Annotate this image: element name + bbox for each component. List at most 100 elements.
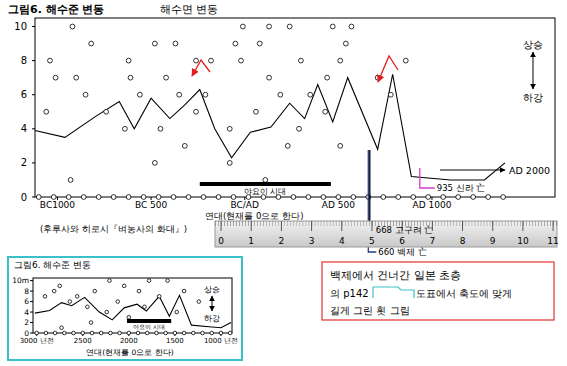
data-point (197, 300, 201, 304)
data-point (36, 195, 41, 200)
data-point (203, 92, 208, 97)
data-point (128, 75, 133, 80)
data-point (157, 295, 161, 299)
period-bar (127, 319, 171, 323)
data-point (233, 41, 238, 46)
period-bar (200, 182, 331, 186)
data-point (105, 310, 109, 314)
y-tick (32, 162, 35, 163)
arrow-label: AD 2000 (509, 165, 550, 176)
ruler-label: 10 (517, 236, 529, 246)
x-tick-label: 3000 년전 (20, 337, 54, 345)
data-point (81, 195, 86, 200)
data-point (90, 331, 94, 335)
data-point (89, 41, 94, 46)
data-point (89, 321, 93, 325)
event-line (370, 150, 374, 230)
inset-box (8, 257, 242, 360)
data-point (48, 58, 53, 63)
chart-title: 그림6. 해수준 변동 (8, 3, 105, 16)
data-point (81, 331, 85, 335)
ruler-label: 9 (490, 236, 496, 246)
data-group (35, 279, 232, 335)
ruler-tick (281, 221, 282, 231)
data-point (257, 41, 262, 46)
data-point (96, 195, 101, 200)
ruler-tick (221, 221, 222, 231)
ruler-tick (462, 221, 463, 231)
plot-frame (35, 18, 555, 197)
ruler-label: 6 (399, 236, 405, 246)
data-point (173, 331, 177, 335)
data-point (136, 331, 140, 335)
data-point (306, 195, 311, 200)
data-point (227, 126, 232, 131)
ruler-label: 1 (248, 236, 254, 246)
data-point (104, 109, 109, 114)
direction-down: 하강 (523, 92, 543, 103)
data-point (137, 92, 142, 97)
data-point (194, 58, 199, 63)
data-point (118, 331, 122, 335)
y-tick-label: 6 (21, 89, 27, 100)
data-point (285, 143, 290, 148)
direction-arrow (212, 296, 213, 311)
ruler-label: 3 (309, 236, 315, 246)
data-point (182, 331, 186, 335)
chart-title: 그림6. 해수준 변동 (14, 260, 91, 270)
red-mark (192, 60, 210, 76)
data-point (122, 284, 126, 288)
data-point (126, 195, 131, 200)
data-point (70, 24, 75, 29)
ruler-label: 7 (429, 236, 435, 246)
data-point (158, 126, 163, 131)
direction-up: 상승 (204, 285, 220, 294)
data-point (177, 92, 182, 97)
data-point (141, 195, 146, 200)
data-point (164, 75, 169, 80)
y-tick-label: 4 (21, 123, 27, 134)
x-tick-label: 1500 (166, 337, 184, 345)
data-point (338, 143, 343, 148)
chart-subtitle: 해수면 변동 (160, 3, 219, 16)
ruler-label: 4 (339, 236, 345, 246)
data-point (116, 300, 120, 304)
data-point (403, 58, 408, 63)
ruler-tick (553, 221, 554, 231)
data-point (164, 331, 168, 335)
data-point (99, 331, 103, 335)
x-tick-label: 2000 (120, 337, 138, 345)
note-text: 백제에서 건너간 일본 초층 (330, 269, 461, 281)
data-point (209, 58, 214, 63)
x-axis-label: 연대(현재를 0으로 한다) (86, 348, 173, 357)
data-point (325, 75, 330, 80)
data-point (147, 279, 151, 283)
data-point (456, 195, 461, 200)
data-point (263, 178, 268, 183)
data-point (381, 195, 386, 200)
y-tick (30, 322, 33, 323)
data-point (43, 295, 47, 299)
data-point (108, 279, 112, 283)
period-label: 야요이 시대 (244, 187, 286, 196)
x-tick-label: AD 500 (322, 200, 355, 210)
note-text: 도표에서 축도에 맞게 (416, 288, 512, 299)
data-point (68, 300, 72, 304)
ruler-tick (311, 221, 312, 231)
data-point (152, 41, 157, 46)
x-tick-label: BC 500 (135, 200, 168, 210)
data-point (239, 58, 244, 63)
data-point (86, 305, 90, 309)
note-box (322, 262, 554, 320)
data-point (145, 331, 149, 335)
data-point (231, 195, 236, 200)
data-point (330, 24, 335, 29)
data-point (486, 195, 491, 200)
y-tick (32, 128, 35, 129)
data-point (201, 195, 206, 200)
ruler-body (215, 221, 557, 247)
y-tick (30, 291, 33, 292)
data-point (192, 331, 196, 335)
data-point (74, 75, 79, 80)
data-point (155, 331, 159, 335)
